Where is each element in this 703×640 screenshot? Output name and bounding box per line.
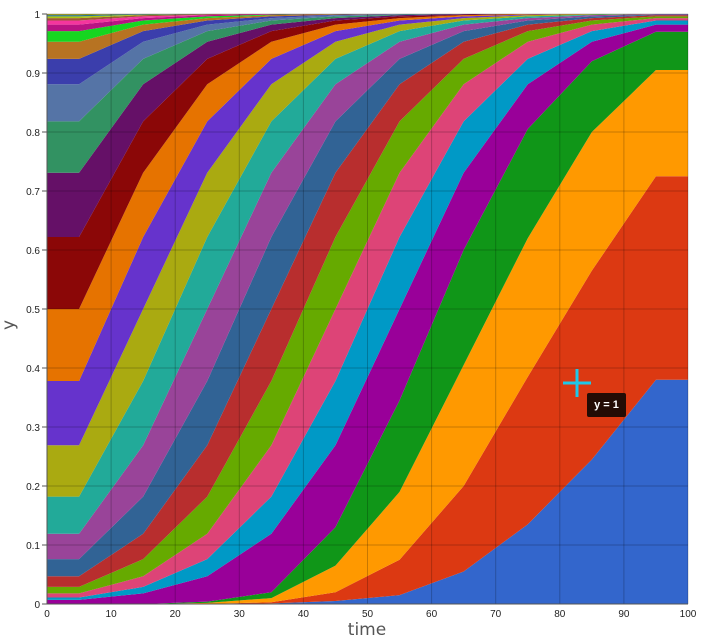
y-tick-label: 0.5 [26, 305, 40, 316]
gridlines [47, 13, 689, 604]
area-series-10[interactable] [47, 14, 688, 577]
y-tick-label: 0.9 [26, 69, 40, 80]
area-series-12[interactable] [47, 14, 688, 534]
area-series-14[interactable] [47, 14, 688, 446]
x-tick-label: 100 [680, 609, 697, 620]
x-tick-label: 40 [298, 609, 310, 620]
area-series-7[interactable] [47, 18, 688, 598]
x-tick-label: 70 [490, 609, 502, 620]
y-tick-label: 0.8 [26, 128, 40, 139]
crosshair-cursor [563, 369, 591, 397]
area-series-3[interactable] [47, 70, 688, 605]
x-tick-label: 20 [170, 609, 182, 620]
x-tick-label: 0 [44, 609, 50, 620]
area-series-29[interactable] [47, 14, 688, 15]
x-axis-title: time [348, 620, 386, 640]
y-tick-label: 0.7 [26, 187, 40, 198]
y-axis-title: y [0, 320, 19, 330]
y-tick-label: 0.6 [26, 246, 40, 257]
y-tick-label: 0.2 [26, 482, 40, 493]
tooltip: y = 1 [587, 393, 626, 417]
y-tick-label: 0 [34, 600, 40, 611]
area-series-9[interactable] [47, 15, 688, 587]
axes: 00.10.20.30.40.50.60.70.80.910 10 20 30 40 50… [26, 10, 697, 620]
y-tick-label: 0.3 [26, 423, 40, 434]
y-tick-label: 1 [34, 10, 40, 21]
area-series-6[interactable] [47, 20, 688, 600]
x-tick-label: 30 [234, 609, 246, 620]
area-series-4[interactable] [47, 31, 688, 604]
y-tick-label: 0.1 [26, 541, 40, 552]
area-series-2[interactable] [47, 176, 688, 604]
area-layer [47, 14, 688, 605]
area-series-13[interactable] [47, 14, 688, 497]
y-tick-label: 0.4 [26, 364, 40, 375]
x-tick-label: 50 [362, 609, 374, 620]
x-tick-label: 90 [618, 609, 630, 620]
area-series-11[interactable] [47, 14, 688, 560]
x-tick-label: 60 [426, 609, 438, 620]
x-tick-label: 10 [106, 609, 118, 620]
area-series-1[interactable] [47, 379, 688, 604]
area-series-15[interactable] [47, 14, 688, 381]
x-tick-label: 80 [554, 609, 566, 620]
